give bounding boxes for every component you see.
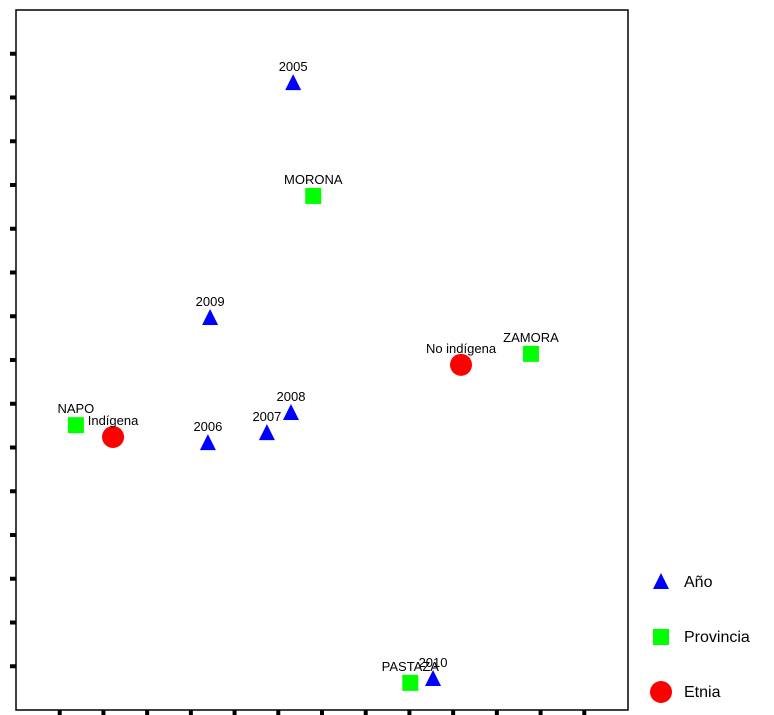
point — [202, 309, 219, 325]
point-label: 2008 — [277, 389, 306, 404]
legend-marker — [650, 681, 672, 703]
point — [522, 345, 539, 362]
point-label: 2009 — [196, 294, 225, 309]
point — [402, 674, 419, 691]
point-label: ZAMORA — [503, 330, 559, 345]
legend-marker — [653, 629, 669, 645]
point-label: PASTAZA — [382, 659, 440, 674]
point-label: NAPO — [57, 401, 94, 416]
point-label: 2005 — [279, 59, 308, 74]
point — [258, 424, 275, 441]
legend-label: Año — [684, 574, 713, 591]
point-label: MORONA — [284, 172, 343, 187]
point — [285, 74, 302, 91]
point-label: No indígena — [426, 341, 497, 356]
point — [199, 434, 216, 451]
point — [102, 426, 125, 448]
point — [425, 669, 442, 686]
legend-label: Etnia — [684, 684, 721, 701]
point — [67, 417, 84, 434]
point-label: 2010 — [419, 655, 448, 670]
point — [305, 187, 322, 204]
point — [282, 403, 299, 420]
point-label: Indígena — [88, 413, 139, 428]
point-label: 2006 — [193, 419, 222, 434]
legend-label: Provincia — [684, 629, 750, 646]
point — [450, 353, 473, 376]
point-label: 2007 — [252, 409, 281, 424]
legend-marker — [653, 573, 669, 589]
